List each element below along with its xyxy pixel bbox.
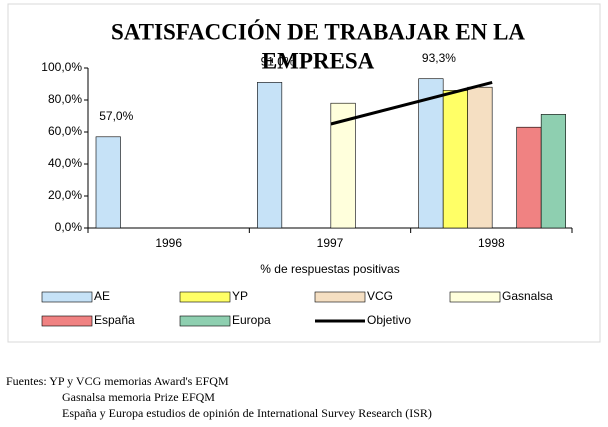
bar	[418, 78, 444, 229]
chart-title: SATISFACCIÓN DE TRABAJAR EN LA	[111, 18, 525, 44]
x-axis-label: % de respuestas positivas	[260, 262, 399, 276]
bar	[257, 82, 283, 229]
legend-label: AE	[94, 289, 110, 303]
legend-swatch	[41, 291, 93, 303]
y-tick-label: 100,0%	[41, 60, 82, 74]
legend-swatch	[179, 315, 231, 327]
bar	[95, 136, 121, 229]
x-tick-label: 1998	[478, 236, 505, 250]
bar	[516, 126, 542, 229]
legend-label: Objetivo	[367, 313, 411, 327]
legend-swatch	[449, 291, 501, 303]
bar	[540, 114, 566, 229]
y-tick-label: 60,0%	[48, 124, 82, 138]
footnote: España y Europa estudios de opinión de I…	[62, 406, 432, 420]
value-label: 91,0%	[261, 55, 295, 69]
legend-swatch	[41, 315, 93, 327]
value-label: 57,0%	[99, 109, 133, 123]
legend-swatch	[179, 291, 231, 303]
y-tick-label: 0,0%	[55, 220, 83, 234]
y-tick-label: 40,0%	[48, 156, 82, 170]
legend-swatch	[314, 291, 366, 303]
y-tick-label: 20,0%	[48, 188, 82, 202]
footnote: Gasnalsa memoria Prize EFQM	[62, 390, 215, 404]
legend-label: YP	[232, 289, 248, 303]
x-tick-label: 1997	[317, 236, 344, 250]
bar	[442, 90, 468, 229]
legend-label: España	[94, 313, 135, 327]
value-label: 93,3%	[422, 51, 456, 65]
footnote: Fuentes: YP y VCG memorias Award's EFQM	[6, 374, 229, 388]
x-tick-label: 1996	[155, 236, 182, 250]
legend-label: Europa	[232, 313, 271, 327]
chart-title: EMPRESA	[262, 48, 375, 73]
chart-frame	[7, 3, 601, 343]
line	[330, 80, 493, 126]
legend-label: VCG	[367, 289, 393, 303]
y-tick-label: 80,0%	[48, 92, 82, 106]
legend-label: Gasnalsa	[502, 289, 553, 303]
bar	[467, 86, 493, 229]
